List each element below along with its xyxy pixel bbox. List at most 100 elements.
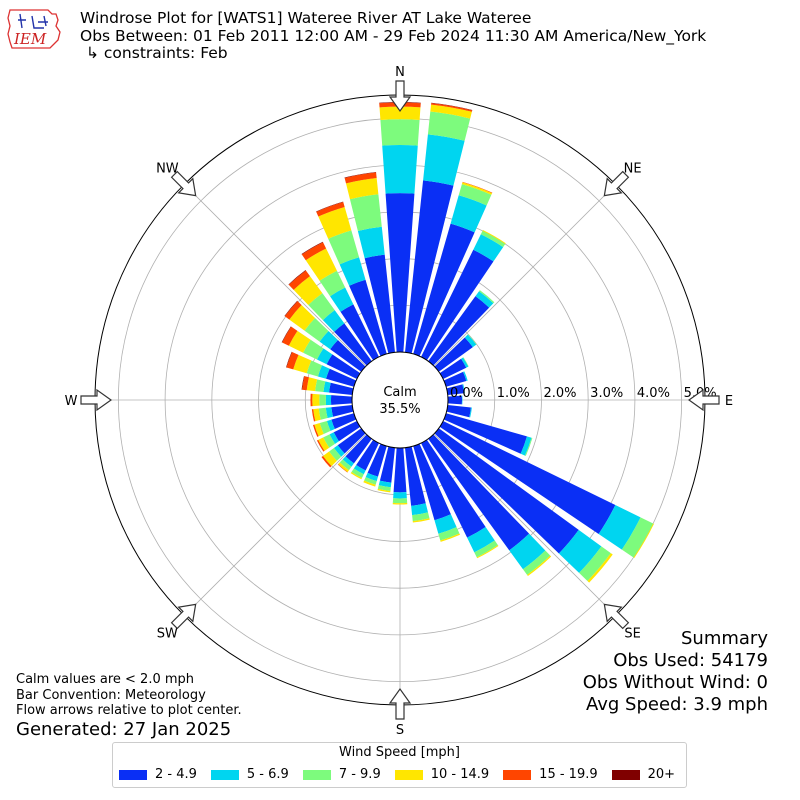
bar-segment: [329, 432, 339, 444]
bar-segment: [306, 360, 322, 377]
bar-segment: [302, 376, 309, 391]
legend-item: 20+: [611, 767, 675, 782]
bar-segment: [379, 446, 395, 483]
bar-segment: [365, 472, 379, 482]
compass-label-e: E: [725, 394, 733, 409]
legend-swatch: [394, 769, 423, 780]
flow-arrow-w: [80, 388, 113, 412]
flow-arrow-ne: [603, 170, 630, 197]
bar-segment: [318, 206, 352, 239]
bar-segment: [427, 111, 471, 141]
bar-segment: [286, 351, 293, 368]
bar-segment: [340, 304, 379, 361]
bar-segment: [318, 407, 328, 420]
bar-segment: [405, 180, 454, 354]
radial-tick-label: 2.0%: [543, 386, 576, 401]
bar-segment: [350, 471, 362, 480]
bar-segment: [330, 340, 366, 372]
grid-spoke: [433, 433, 616, 616]
flow-arrow-se: [603, 603, 630, 630]
bar-segment: [413, 223, 475, 357]
generated-date: Generated: 27 Jan 2025: [16, 719, 232, 740]
bar-segment: [323, 381, 331, 393]
bar-segment: [598, 505, 641, 550]
bar-segment: [380, 119, 420, 146]
bar-segment: [392, 502, 408, 505]
bar-segment: [321, 455, 332, 468]
bar-segment: [378, 480, 392, 488]
flow-arrows: [80, 80, 720, 720]
bar-segment: [310, 393, 313, 407]
compass-labels: N NE E SE S SW W NW: [65, 65, 734, 738]
bar-segment: [379, 106, 421, 120]
bar-segment: [364, 254, 395, 354]
bar-segment: [325, 394, 332, 406]
bar-segment: [301, 241, 324, 255]
bar-segment: [443, 371, 467, 387]
bar-segment: [461, 395, 463, 405]
bar-segment: [393, 492, 407, 499]
bar-segment: [334, 323, 372, 366]
bar-segment: [282, 326, 298, 346]
bar-segment: [439, 358, 467, 379]
bar-segment: [431, 103, 473, 112]
bar-segment: [314, 423, 324, 437]
bar-segment: [326, 368, 357, 387]
bar-segment: [509, 533, 546, 570]
legend-swatch: [210, 769, 239, 780]
legend-label: 7 - 9.9: [338, 767, 381, 782]
bar-segment: [440, 533, 461, 542]
legend-swatch: [302, 769, 331, 780]
bar-segment: [434, 337, 473, 372]
bar-segment: [312, 424, 319, 437]
bar-segment: [284, 300, 298, 317]
flow-note: Flow arrows relative to plot center.: [16, 703, 242, 718]
legend-label: 2 - 4.9: [155, 767, 197, 782]
bar-segment: [522, 550, 551, 575]
bar-segment: [319, 394, 327, 406]
bar-segment: [434, 428, 579, 554]
bar-segment: [379, 102, 421, 104]
legend-item: 7 - 9.9: [302, 767, 381, 782]
bar-segment: [579, 546, 611, 582]
bar-segment: [463, 357, 469, 367]
bar-segment: [377, 488, 391, 493]
bar-segment: [330, 287, 354, 312]
bar-segment: [462, 181, 493, 194]
bar-segment: [428, 434, 530, 551]
legend: Wind Speed [mph] 2 - 4.9 5 - 6.9 7 - 9.9 10…: [112, 742, 687, 788]
bar-segment: [326, 419, 335, 431]
bar-segment: [353, 464, 366, 475]
bar-segment: [288, 270, 310, 290]
bar-segment: [473, 234, 504, 262]
calm-circle: [351, 351, 449, 449]
bar-segment: [289, 304, 316, 331]
bar-segment: [342, 456, 354, 467]
compass-label-se: SE: [624, 627, 640, 642]
iem-logo: IEM: [7, 9, 61, 49]
bar-segment: [463, 371, 468, 381]
bar-segment: [344, 172, 377, 184]
bar-segment: [306, 377, 318, 392]
bar-segment: [317, 365, 330, 379]
bar-segment: [450, 195, 487, 233]
bar-segment: [288, 270, 306, 285]
bar-segment: [462, 384, 465, 394]
legend-items: 2 - 4.9 5 - 6.9 7 - 9.9 10 - 14.9 15 - 19.9 2…: [119, 767, 689, 782]
flow-arrow-s: [388, 687, 412, 720]
bar-segment: [428, 296, 490, 366]
bar-segment: [438, 527, 460, 541]
radial-tick-label: 3.0%: [590, 386, 623, 401]
bar-segment: [339, 257, 366, 286]
bar-segment: [313, 408, 321, 422]
avg-speed: Avg Speed: 3.9 mph: [586, 694, 768, 715]
bar-segment: [633, 523, 654, 559]
bar-segment: [412, 512, 430, 522]
bar-segment: [475, 291, 494, 308]
bar-segment: [316, 348, 333, 365]
bar-segment: [480, 230, 506, 248]
bar-segment: [316, 201, 344, 212]
bar-segment: [364, 477, 377, 485]
bar-segment: [393, 447, 407, 493]
bar-segment: [524, 437, 533, 457]
